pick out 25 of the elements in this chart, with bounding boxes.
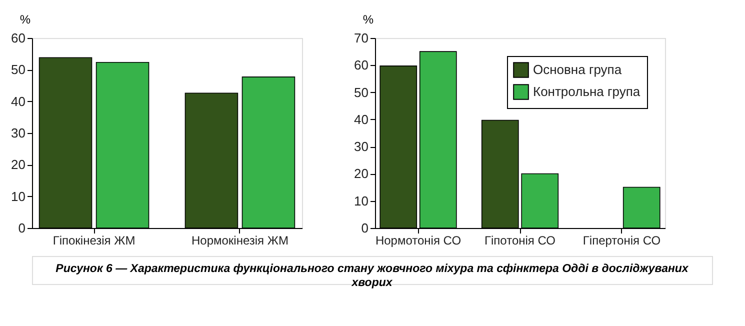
y-axis-title: %: [20, 12, 31, 26]
x-tick-label: Гіпертонія СО: [582, 234, 661, 248]
x-tick-label: Гіпотонія СО: [484, 234, 556, 248]
y-tick-label: 40: [354, 112, 368, 127]
legend-label: Контрольна група: [533, 84, 641, 99]
y-tick-label: 30: [11, 126, 26, 140]
y-tick-label: 50: [354, 84, 368, 100]
y-tick-label: 0: [361, 220, 368, 236]
y-tick-label: 60: [11, 30, 26, 46]
y-tick-label: 50: [11, 62, 26, 78]
y-tick-label: 70: [354, 30, 368, 46]
y-tick-label: 0: [18, 220, 26, 236]
y-tick-label: 10: [11, 188, 26, 204]
y-tick-label: 40: [11, 94, 26, 109]
y-tick-label: 60: [354, 58, 368, 73]
y-tick-label: 30: [354, 139, 368, 154]
y-axis-title: %: [362, 12, 374, 26]
y-tick-label: 10: [354, 193, 368, 208]
legend-label: Основна група: [533, 62, 622, 77]
x-tick-label: Нормотонія СО: [375, 234, 462, 248]
text: Рисунок 6 — Характеристика функціонального стану жовчного міхура та сфінктера Одді в досліджуваних хворих: [56, 263, 689, 289]
y-tick-label: 20: [354, 166, 368, 182]
x-tick-label: Гіпокінезія ЖМ: [52, 234, 136, 248]
x-tick-label: Нормокінезія ЖМ: [191, 234, 288, 248]
y-tick-label: 20: [11, 157, 26, 172]
